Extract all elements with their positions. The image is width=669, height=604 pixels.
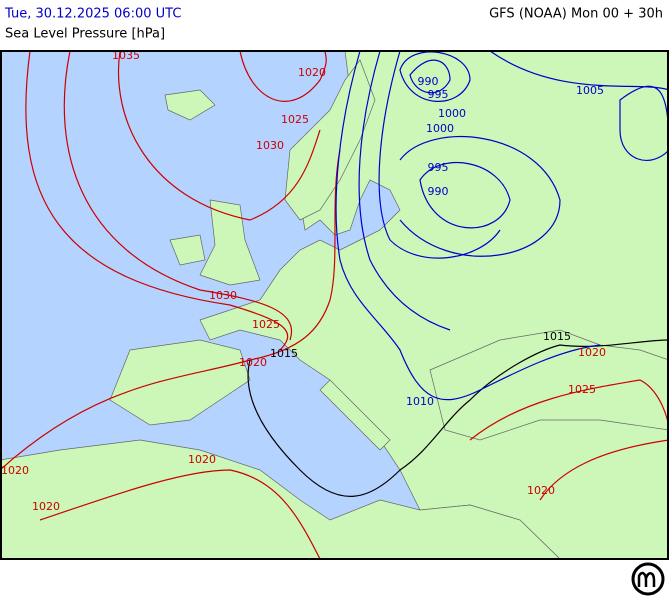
isobar-label: 1025 xyxy=(568,383,596,396)
isobar-label: 990 xyxy=(418,75,439,88)
isobar-label: 995 xyxy=(428,88,449,101)
isobar-label: 1020 xyxy=(188,453,216,466)
isobar-label: 1035 xyxy=(112,49,140,62)
isobar-label: 1020 xyxy=(32,500,60,513)
land xyxy=(0,50,669,560)
isobar-label: 1000 xyxy=(426,122,454,135)
map-frame xyxy=(0,50,669,560)
isobars xyxy=(0,50,669,560)
isobar-label: 1020 xyxy=(239,356,267,369)
isobar-label: 1025 xyxy=(252,318,280,331)
isobar-label: 1010 xyxy=(406,395,434,408)
map: 1035102010251030990995100010001005995990… xyxy=(0,49,669,560)
isobar-label: 1015 xyxy=(543,330,571,343)
parameter: Sea Level Pressure [hPa] xyxy=(5,27,165,42)
isobar-label: 1005 xyxy=(576,84,604,97)
isobar-label: 1020 xyxy=(298,66,326,79)
isobar-label: 995 xyxy=(428,161,449,174)
isobar-label: 1020 xyxy=(527,484,555,497)
isobar-label: 1015 xyxy=(270,347,298,360)
valid-time: Tue, 30.12.2025 06:00 UTC xyxy=(4,7,181,22)
logo xyxy=(631,562,665,596)
isobar-label: 990 xyxy=(428,185,449,198)
isobar-label: 1020 xyxy=(578,346,606,359)
isobar-label: 1025 xyxy=(281,113,309,126)
isobar-labels: 1035102010251030990995100010001005995990… xyxy=(1,49,606,513)
isobar-label: 1000 xyxy=(438,107,466,120)
model-run: GFS (NOAA) Mon 00 + 30h xyxy=(489,7,663,22)
isobar-label: 1030 xyxy=(256,139,284,152)
isobar-label: 1020 xyxy=(1,464,29,477)
isobar-label: 1030 xyxy=(209,289,237,302)
